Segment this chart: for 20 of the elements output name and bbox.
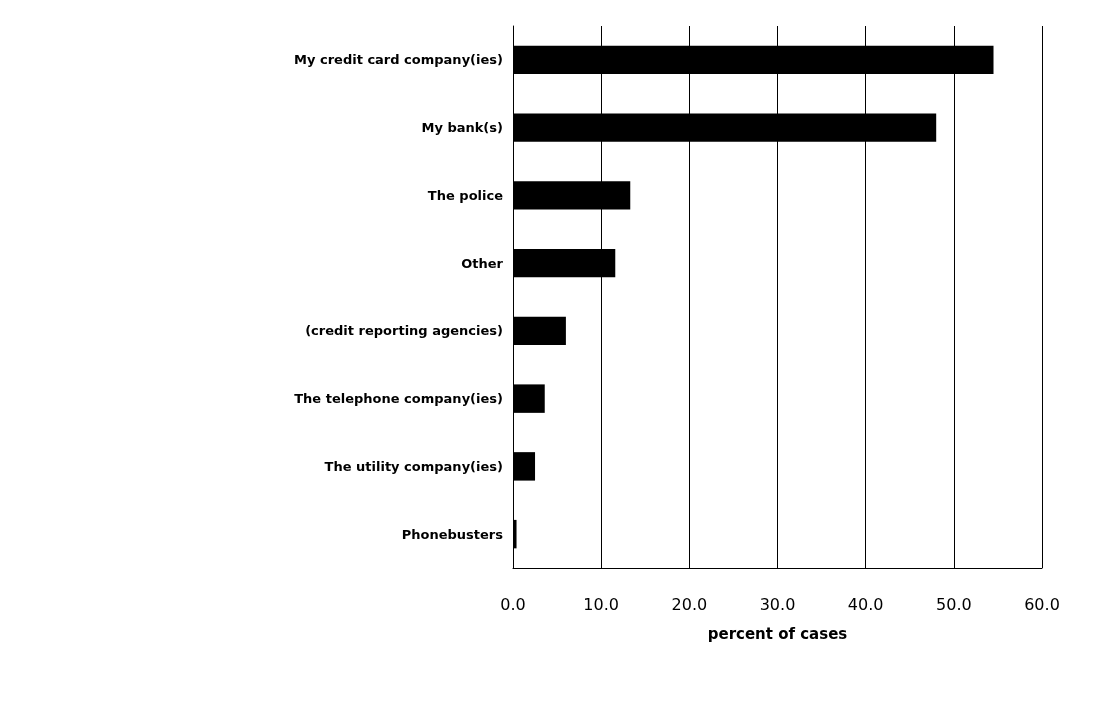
- y-tick-label: My bank(s): [421, 120, 503, 136]
- x-tick-label: 10.0: [583, 594, 619, 614]
- bar: [513, 452, 536, 481]
- x-tick-label: 50.0: [936, 594, 972, 614]
- x-axis-title: percent of cases: [707, 624, 848, 643]
- bar: [513, 316, 566, 346]
- bar: [513, 519, 517, 549]
- x-tick-label: 30.0: [759, 594, 796, 614]
- y-tick-label: The police: [427, 187, 504, 203]
- y-tick-label: Phonebusters: [401, 526, 504, 542]
- y-tick-label: My credit card company(ies): [294, 52, 503, 68]
- x-tick-label: 60.0: [1024, 594, 1060, 614]
- y-tick-label: The utility company(ies): [324, 458, 503, 474]
- y-tick-label: (credit reporting agencies): [305, 323, 503, 339]
- x-tick-label: 40.0: [847, 594, 884, 614]
- y-tick-label: The telephone company(ies): [294, 391, 503, 407]
- x-tick-label: 0.0: [500, 594, 526, 614]
- x-tick-label: 20.0: [671, 594, 708, 614]
- y-tick-label: Other: [461, 255, 504, 271]
- bar: [513, 384, 545, 413]
